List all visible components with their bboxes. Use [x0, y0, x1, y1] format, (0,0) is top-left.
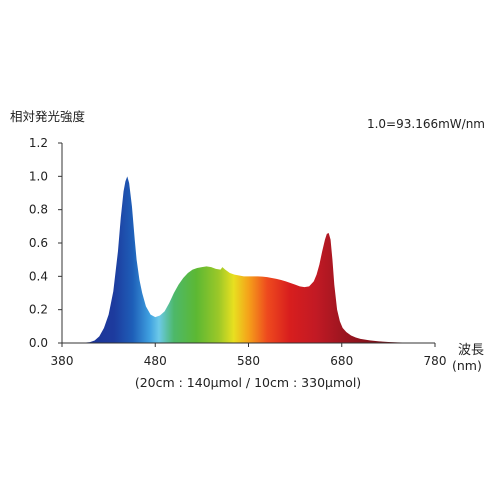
x-ticks: 380 480 580 680 780	[51, 343, 447, 368]
y-tick-label: 0.8	[29, 203, 48, 217]
x-tick-label: 680	[330, 354, 353, 368]
y-tick-label: 1.0	[29, 169, 48, 183]
scale-annotation: 1.0=93.166mW/nm	[367, 117, 485, 131]
y-tick-label: 1.2	[29, 136, 48, 150]
y-ticks: 0.0 0.2 0.4 0.6 0.8 1.0 1.2	[29, 136, 62, 350]
spectrum-area	[62, 176, 435, 343]
y-tick-label: 0.6	[29, 236, 48, 250]
y-tick-label: 0.2	[29, 303, 48, 317]
x-tick-label: 480	[144, 354, 167, 368]
x-tick-label: 780	[424, 354, 447, 368]
x-tick-label: 380	[51, 354, 74, 368]
x-axis-label: 波長	[458, 343, 484, 358]
x-axis-unit: (nm)	[452, 358, 482, 373]
footnote: (20cm : 140μmol / 10cm : 330μmol)	[135, 375, 361, 390]
y-tick-label: 0.0	[29, 336, 48, 350]
y-axis-label: 相対発光強度	[10, 109, 86, 124]
x-tick-label: 580	[237, 354, 260, 368]
y-tick-label: 0.4	[29, 269, 48, 283]
